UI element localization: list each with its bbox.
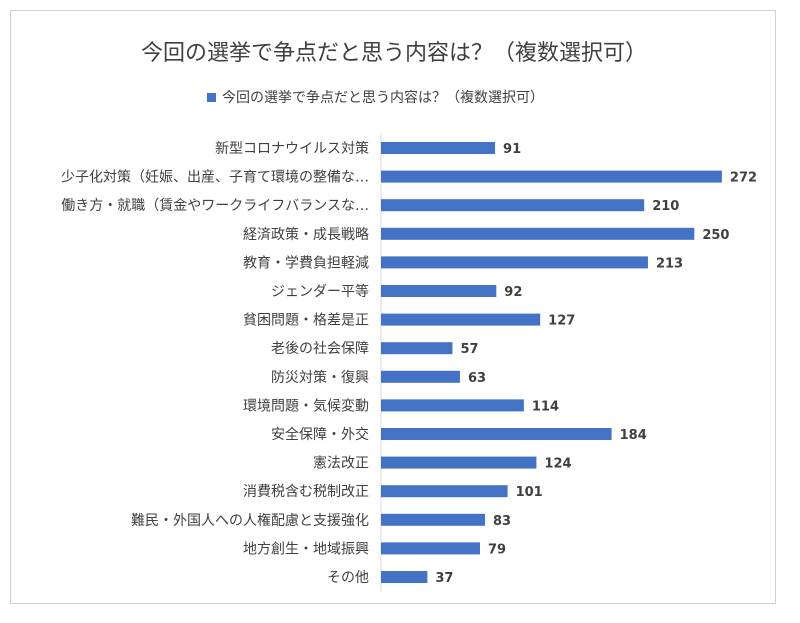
data-label: 79 bbox=[488, 542, 506, 557]
data-label: 127 bbox=[548, 314, 575, 329]
bar bbox=[381, 342, 453, 355]
bar bbox=[381, 428, 612, 440]
chart-title: 今回の選挙で争点だと思う内容は？（複数選択可） bbox=[140, 41, 647, 66]
bar bbox=[381, 456, 537, 469]
category-label: 地方創生・地域振興 bbox=[243, 541, 369, 557]
data-label: 37 bbox=[435, 571, 453, 586]
data-label: 124 bbox=[544, 457, 571, 472]
legend-swatch bbox=[207, 92, 216, 102]
category-label: 消費税含む税制改正 bbox=[243, 484, 369, 500]
bar bbox=[381, 170, 722, 183]
category-label: 難民・外国人への人権配慮と支援強化 bbox=[131, 512, 369, 529]
legend-label: 今回の選挙で争点だと思う内容は？（複数選択可） bbox=[222, 90, 544, 106]
bar bbox=[381, 513, 486, 526]
data-label: 63 bbox=[468, 371, 486, 386]
category-label: 環境問題・気候変動 bbox=[243, 397, 369, 414]
bar bbox=[381, 542, 481, 555]
data-label: 250 bbox=[702, 228, 729, 243]
category-label: 新型コロナウイルス対策 bbox=[215, 140, 369, 157]
category-label: 少子化対策（妊娠、出産、子育て環境の整備な… bbox=[61, 169, 369, 186]
category-label: 憲法改正 bbox=[313, 455, 369, 472]
data-label: 83 bbox=[493, 514, 511, 529]
chart-frame: 今回の選挙で争点だと思う内容は？（複数選択可） 今回の選挙で争点だと思う内容は？… bbox=[10, 10, 776, 604]
data-label: 92 bbox=[504, 285, 522, 300]
data-label: 57 bbox=[460, 342, 478, 357]
category-label: 教育・学費負担軽減 bbox=[243, 254, 369, 271]
category-label: 働き方・就職（賃金やワークライフバランスな… bbox=[61, 198, 369, 214]
data-label: 213 bbox=[656, 256, 683, 271]
bar bbox=[381, 370, 460, 383]
bar bbox=[381, 313, 541, 326]
bar bbox=[381, 256, 648, 269]
bar bbox=[381, 199, 645, 212]
category-label: 貧困問題・格差是正 bbox=[243, 313, 369, 329]
category-label: その他 bbox=[327, 570, 369, 586]
data-label: 91 bbox=[503, 142, 521, 157]
data-label: 210 bbox=[652, 199, 679, 214]
bar bbox=[381, 142, 496, 154]
bar bbox=[381, 571, 428, 583]
category-label: 安全保障・外交 bbox=[271, 426, 369, 443]
bar bbox=[381, 485, 508, 498]
category-label: ジェンダー平等 bbox=[271, 283, 369, 300]
data-label: 101 bbox=[516, 485, 543, 500]
data-label: 114 bbox=[532, 399, 559, 414]
bar bbox=[381, 399, 524, 412]
data-label: 184 bbox=[620, 428, 647, 443]
category-label: 経済政策・成長戦略 bbox=[243, 226, 369, 243]
data-label: 272 bbox=[730, 171, 757, 186]
bar bbox=[381, 285, 497, 297]
category-label: 老後の社会保障 bbox=[271, 341, 369, 357]
category-label: 防災対策・復興 bbox=[271, 369, 369, 386]
bar bbox=[381, 227, 695, 240]
legend: 今回の選挙で争点だと思う内容は？（複数選択可） bbox=[207, 87, 544, 107]
